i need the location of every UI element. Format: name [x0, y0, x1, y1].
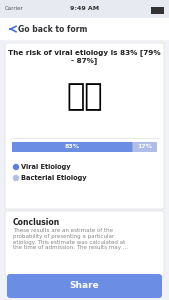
FancyBboxPatch shape	[151, 7, 164, 14]
FancyBboxPatch shape	[12, 142, 132, 152]
Text: 9:49 AM: 9:49 AM	[70, 7, 99, 11]
Circle shape	[14, 164, 18, 169]
Text: The risk of viral etiology is 83% [79%
- 87%]: The risk of viral etiology is 83% [79% -…	[8, 49, 161, 64]
FancyBboxPatch shape	[0, 0, 169, 18]
FancyBboxPatch shape	[12, 142, 157, 152]
FancyBboxPatch shape	[5, 43, 164, 209]
Text: Viral Etiology: Viral Etiology	[21, 164, 71, 170]
Circle shape	[14, 176, 18, 181]
Text: Bacterial Etiology: Bacterial Etiology	[21, 175, 87, 181]
FancyBboxPatch shape	[7, 274, 162, 298]
Text: 🫁🔬: 🫁🔬	[66, 82, 103, 112]
Text: Share: Share	[70, 281, 99, 290]
Text: Go back to form: Go back to form	[18, 25, 87, 34]
FancyBboxPatch shape	[0, 18, 169, 40]
Text: 83%: 83%	[65, 145, 80, 149]
FancyBboxPatch shape	[5, 211, 164, 277]
Text: These results are an estimate of the
probability of presenting a particular
etio: These results are an estimate of the pro…	[13, 228, 128, 250]
Text: Carrier: Carrier	[5, 7, 24, 11]
Text: 17%: 17%	[137, 145, 152, 149]
Text: Conclusion: Conclusion	[13, 218, 60, 227]
